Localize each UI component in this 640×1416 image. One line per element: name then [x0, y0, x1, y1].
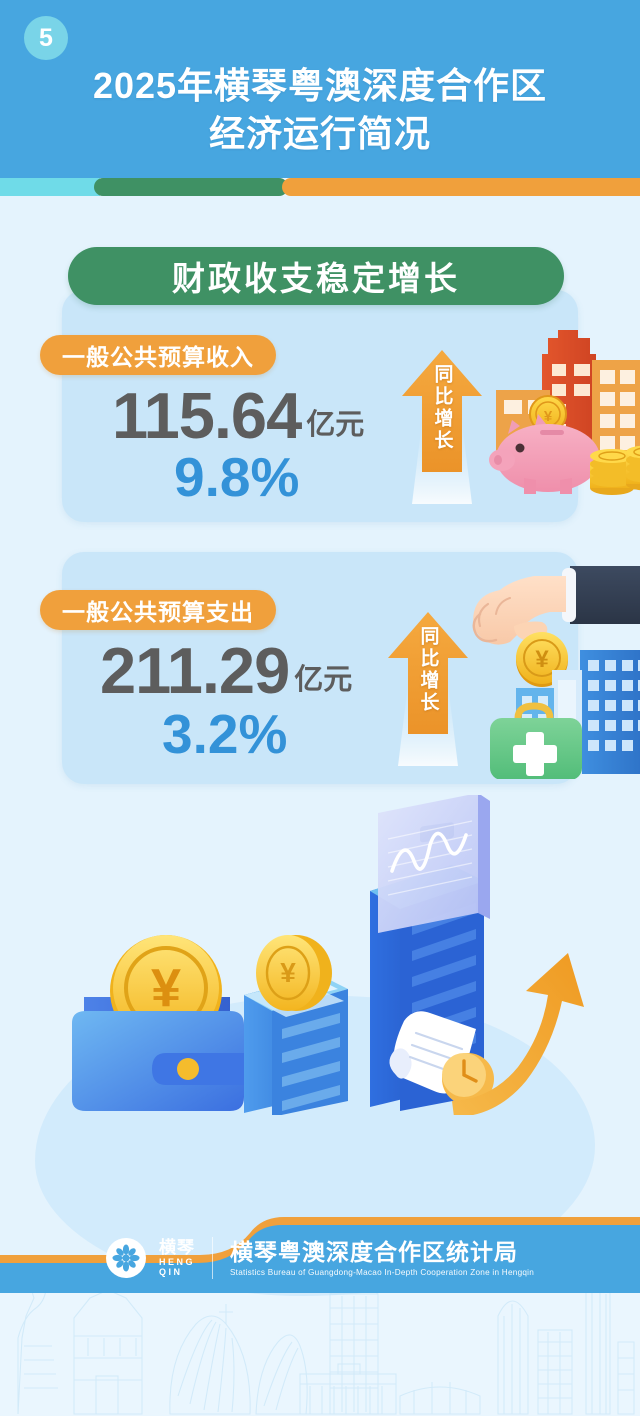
bottom-finance-illustration: ¥ ¥: [72, 795, 584, 1115]
page-header: 5 2025年横琴粤澳深度合作区 经济运行简况: [0, 0, 640, 178]
svg-text:¥: ¥: [544, 408, 553, 425]
page-title-line-1: 2025年横琴粤澳深度合作区: [92, 65, 548, 106]
metric-growth-expenditure: 3.2%: [162, 703, 288, 765]
stripe-segment-green: [94, 178, 288, 196]
growth-arrow-revenue: 同比增长: [394, 346, 490, 506]
stripe-segment-cyan: [0, 178, 100, 196]
metric-value-row-expenditure: 211.29 亿元: [100, 634, 353, 707]
hand-coin-medical-illustration: ¥: [472, 566, 640, 779]
growth-arrow-label-expenditure: 同比增长: [417, 626, 439, 714]
footer-content: 横琴 HENG QIN 横琴粤澳深度合作区统计局 Statistics Bure…: [0, 1223, 640, 1293]
page-title-line-2: 经济运行简况: [208, 112, 431, 154]
metric-card-expenditure: 一般公共预算支出 211.29 亿元 3.2% 同比增长: [40, 552, 640, 784]
metric-card-revenue: 一般公共预算收入 115.64 亿元 9.8% 同比增长: [40, 290, 640, 522]
svg-text:¥: ¥: [535, 646, 549, 673]
logo-wordmark-en-2: QIN: [158, 1267, 183, 1277]
svg-text:¥: ¥: [280, 957, 296, 988]
section-number-badge: 5: [24, 16, 68, 60]
hengqin-lotus-logo-icon: [105, 1238, 146, 1278]
piggy-bank-illustration: ¥: [489, 330, 640, 495]
stripe-segment-orange: [282, 178, 640, 196]
metric-value-revenue: 115.64: [112, 379, 302, 452]
page-title: 2025年横琴粤澳深度合作区 经济运行简况: [0, 62, 640, 157]
logo-wordmark: 横琴 HENG QIN: [159, 1239, 195, 1277]
metric-growth-revenue: 9.8%: [174, 446, 300, 508]
metric-unit-expenditure: 亿元: [294, 664, 353, 697]
organization-name: 横琴粤澳深度合作区统计局 Statistics Bureau of Guangd…: [230, 1239, 534, 1277]
section-banner: 财政收支稳定增长: [68, 247, 564, 305]
metric-value-expenditure: 211.29: [100, 634, 290, 707]
metric-unit-revenue: 亿元: [306, 409, 365, 442]
page-footer: 横琴 HENG QIN 横琴粤澳深度合作区统计局 Statistics Bure…: [0, 1200, 640, 1293]
growth-arrow-label-revenue: 同比增长: [431, 364, 453, 452]
growth-arrow-expenditure: 同比增长: [380, 608, 476, 768]
metric-label-revenue: 一般公共预算收入: [40, 335, 276, 375]
organization-name-cn: 横琴粤澳深度合作区统计局: [229, 1238, 518, 1265]
metric-value-row-revenue: 115.64 亿元: [112, 379, 365, 452]
organization-name-en: Statistics Bureau of Guangdong-Macao In-…: [229, 1268, 535, 1278]
logo-wordmark-cn: 横琴: [158, 1238, 195, 1257]
header-stripe-bar: [0, 178, 640, 196]
svg-text:¥: ¥: [151, 958, 181, 1018]
footer-blue-band: [0, 1225, 640, 1293]
footer-divider: [211, 1237, 213, 1279]
metric-label-expenditure: 一般公共预算支出: [40, 590, 276, 630]
logo-wordmark-en-1: HENG: [158, 1257, 195, 1267]
